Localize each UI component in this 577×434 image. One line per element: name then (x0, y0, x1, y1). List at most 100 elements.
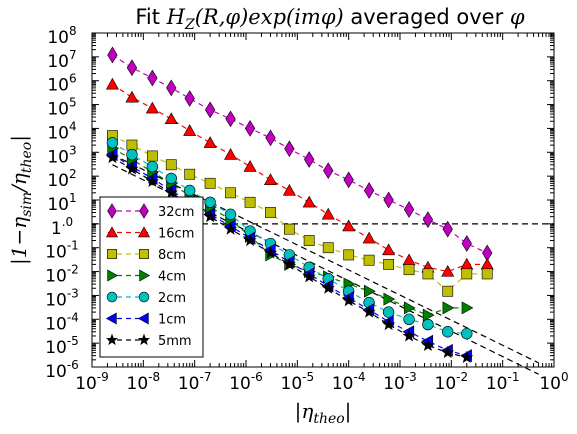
y-axis-label-sub2: theo (19, 142, 35, 173)
data-point (282, 257, 296, 270)
y-tick-label: 10-3 (45, 286, 79, 310)
legend-marker (106, 291, 118, 303)
y-axis-label-mid: /η (7, 173, 31, 194)
legend-entry: 32cm (107, 203, 194, 220)
legend-entry: 16cm (105, 226, 194, 242)
legend-marker (105, 333, 119, 346)
y-axis-label: |1−ηsim/ηtheo| (7, 135, 35, 265)
chart-title-math-expr: (R,φ)exp(imφ) (195, 5, 344, 29)
legend-entry: 2cm (106, 291, 186, 306)
x-tick-label: 10-6 (229, 370, 263, 394)
y-tick-label: 102 (47, 167, 76, 191)
x-axis-label-main: |η (295, 399, 314, 424)
x-tick-label: 10-2 (435, 370, 469, 394)
data-point (403, 201, 415, 218)
data-point (422, 318, 434, 331)
data-point (342, 293, 356, 307)
legend-entry: 1cm (105, 312, 186, 328)
data-point (342, 219, 356, 232)
legend-marker (139, 269, 151, 282)
data-point (382, 243, 396, 256)
data-point (145, 174, 159, 187)
y-axis-label-end: | (7, 135, 32, 142)
data-point (461, 301, 474, 315)
legend-label: 4cm (158, 270, 186, 285)
data-point (383, 292, 396, 306)
data-point (422, 268, 434, 280)
tick-labels-layer: 10-9 10-8 10-7 10-6 10-5 10-4 10-3 10-2 10-1 1001… (45, 24, 568, 394)
x-axis-label-end: | (345, 399, 352, 424)
y-tick-label: 10-6 (45, 358, 79, 382)
data-point (165, 172, 177, 185)
data-point (146, 160, 159, 173)
data-point (382, 306, 395, 318)
data-point (422, 211, 434, 229)
legend-entry: 5mm (105, 333, 192, 349)
data-point (304, 151, 315, 168)
data-point (382, 317, 396, 331)
y-tick-label: 10-5 (45, 334, 79, 358)
legend-marker (137, 226, 151, 238)
chart-title-suffix: averaged over (344, 5, 510, 29)
data-point (244, 120, 256, 137)
data-point (243, 160, 257, 172)
legend-marker (105, 312, 117, 325)
data-point (203, 209, 217, 223)
legend-marker (137, 333, 151, 346)
y-tick-label: 1.0 (51, 215, 73, 239)
x-axis-label-sub: theo (313, 411, 344, 427)
chart-title-prefix: Fit (135, 5, 166, 29)
data-point (105, 77, 119, 90)
data-point (343, 249, 355, 261)
data-point (244, 196, 256, 208)
data-point (363, 284, 376, 298)
data-point (146, 150, 158, 162)
data-point (321, 207, 335, 220)
data-point (282, 183, 296, 196)
legend-marker (107, 203, 117, 219)
data-point (383, 258, 395, 270)
data-point (403, 301, 416, 315)
data-point (183, 184, 196, 197)
data-point (204, 177, 216, 189)
y-axis-label-main: |1−η (7, 217, 32, 265)
data-point (303, 235, 315, 246)
legend-marker (105, 226, 119, 238)
legend-marker (139, 249, 149, 259)
x-tick-label: 100 (539, 370, 568, 394)
data-point (383, 191, 394, 209)
y-tick-label: 101 (47, 191, 76, 215)
data-point (106, 137, 119, 149)
x-tick-label: 10-7 (178, 370, 212, 394)
series-layer (105, 46, 494, 364)
x-axis-label: |ηtheo| (295, 399, 352, 427)
data-point (224, 208, 237, 221)
legend-label: 2cm (158, 291, 186, 306)
data-point (302, 195, 316, 208)
data-point (147, 69, 158, 87)
legend-label: 1cm (158, 313, 186, 328)
data-point (322, 242, 334, 254)
data-point (460, 350, 474, 364)
chart-title: Fit HZ(R,φ)exp(imφ) averaged over φ (135, 5, 525, 33)
data-point (442, 326, 454, 338)
data-point (184, 90, 195, 107)
legend: 32cm 16cm 8cm 4cm 2cm 1cm 5mm (99, 196, 204, 358)
y-tick-label: 105 (47, 96, 76, 120)
chart-title-math-sub: Z (184, 17, 195, 33)
data-point (284, 140, 295, 158)
data-point (224, 147, 238, 160)
data-point (263, 246, 278, 259)
y-tick-label: 10-2 (45, 263, 79, 287)
y-tick-label: 10-4 (45, 310, 79, 334)
data-point (164, 112, 178, 125)
chart-title-math-h: H (166, 5, 186, 29)
data-point (321, 281, 335, 294)
data-point (362, 305, 376, 318)
chart-title-math-phi: φ (510, 5, 525, 29)
y-tick-label: 106 (47, 72, 76, 96)
data-point (461, 268, 473, 280)
x-tick-label: 10-5 (281, 370, 315, 394)
data-point (183, 124, 197, 136)
